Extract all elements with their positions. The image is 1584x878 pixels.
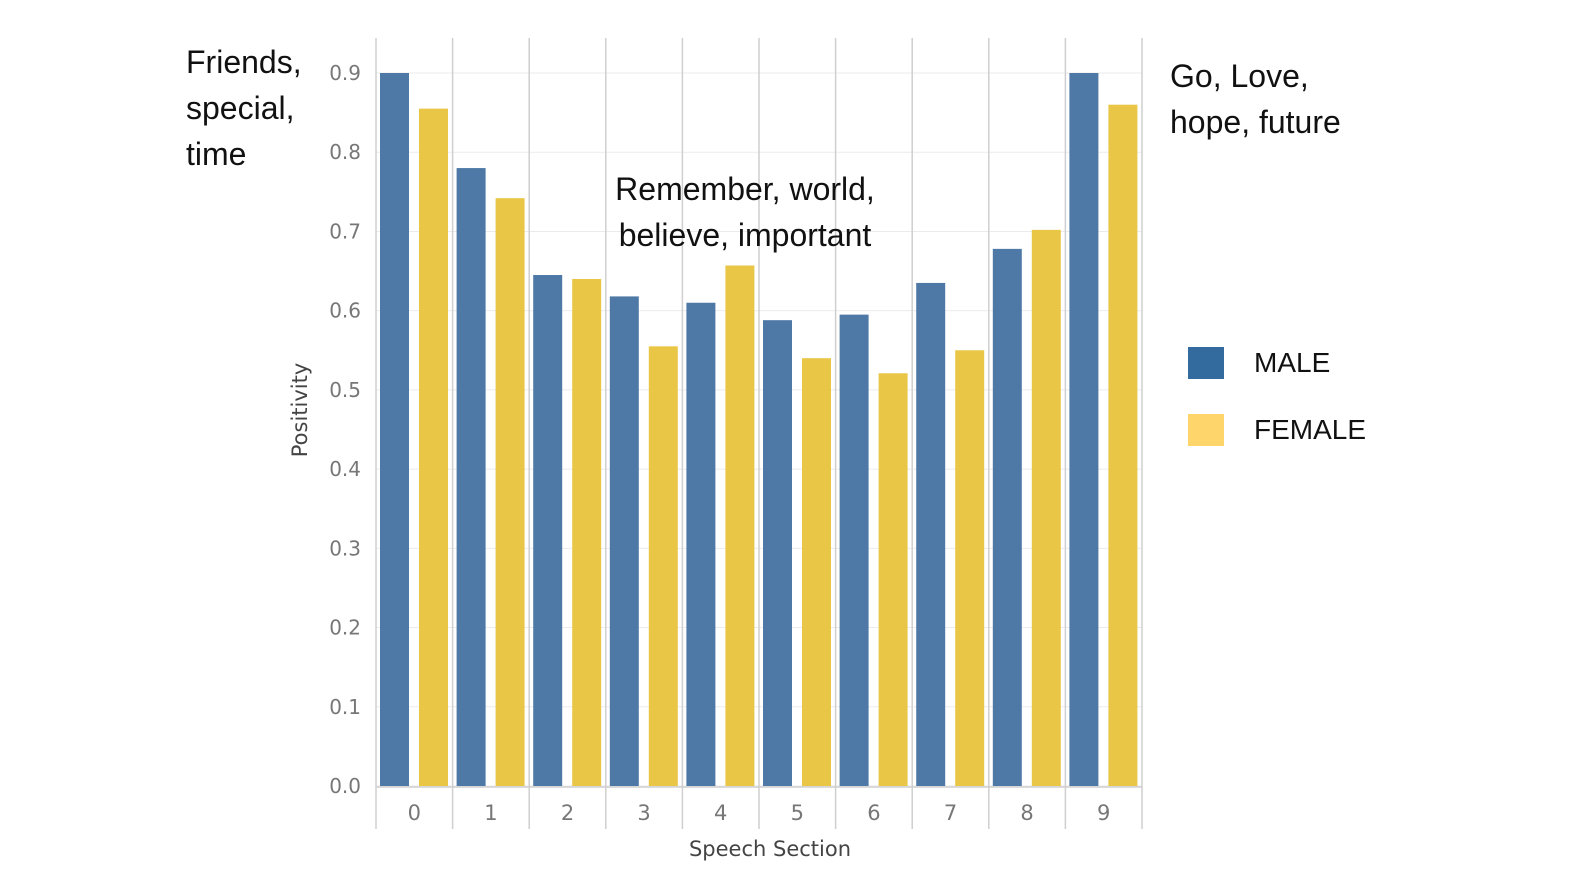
bar-male-3 (609, 296, 639, 786)
bar-male-7 (916, 282, 946, 786)
legend-swatch-male (1188, 347, 1224, 379)
bar-male-4 (686, 302, 716, 786)
axis-layer: 0.0 0.1 0.2 0.3 0.4 0.5 0.6 0.7 0.8 0.9 0 1 2 3 4 5 6 7 8 9 (329, 61, 1143, 829)
y-tick-label: 0.9 (329, 61, 361, 85)
x-tick-label: 5 (791, 801, 804, 825)
x-tick-label: 3 (637, 801, 650, 825)
bar-female-0 (419, 108, 448, 786)
annotation-left: Friends, special, time (186, 44, 302, 172)
legend-label-male: MALE (1254, 347, 1331, 378)
y-axis-label: Positivity (288, 363, 312, 458)
bar-female-2 (572, 278, 602, 786)
bar-female-7 (955, 350, 985, 786)
x-tick-label: 8 (1020, 801, 1033, 825)
x-tick-label: 0 (408, 801, 421, 825)
bar-female-4 (725, 265, 755, 786)
grid-layer (375, 38, 1143, 787)
x-tick-label: 1 (484, 801, 497, 825)
bar-male-0 (380, 73, 409, 786)
annotation-middle: Remember, world, believe, important (615, 171, 875, 253)
bar-female-3 (648, 346, 678, 786)
y-tick-label: 0.2 (329, 616, 361, 640)
bar-female-6 (878, 373, 908, 786)
x-tick-label: 6 (867, 801, 880, 825)
bar-male-2 (533, 275, 563, 786)
y-tick-label: 0.1 (329, 695, 361, 719)
bar-male-1 (456, 168, 486, 787)
x-tick-label: 9 (1097, 801, 1110, 825)
bar-male-6 (839, 314, 869, 786)
bar-female-8 (1031, 229, 1061, 787)
bar-female-5 (802, 358, 831, 786)
bar-female-1 (495, 198, 525, 786)
legend-item-female: FEMALE (1188, 414, 1366, 446)
bar-male-5 (763, 320, 792, 786)
y-tick-label: 0.5 (329, 378, 361, 402)
legend-swatch-female (1188, 414, 1224, 446)
x-axis-label: Speech Section (689, 837, 851, 861)
legend-item-male: MALE (1188, 347, 1330, 379)
bar-male-8 (992, 248, 1022, 786)
legend-label-female: FEMALE (1254, 414, 1367, 445)
bar-female-9 (1108, 104, 1138, 786)
y-tick-label: 0.4 (329, 457, 361, 481)
y-tick-label: 0.6 (329, 299, 361, 323)
bar-male-9 (1069, 73, 1099, 786)
x-tick-label: 7 (944, 801, 957, 825)
x-tick-label: 2 (561, 801, 574, 825)
bars-layer (380, 73, 1138, 787)
y-tick-label: 0.0 (329, 774, 361, 798)
x-tick-label: 4 (714, 801, 727, 825)
y-tick-label: 0.3 (329, 536, 361, 560)
y-tick-label: 0.7 (329, 219, 361, 243)
y-tick-label: 0.8 (329, 140, 361, 164)
annotation-right: Go, Love, hope, future (1170, 58, 1341, 140)
